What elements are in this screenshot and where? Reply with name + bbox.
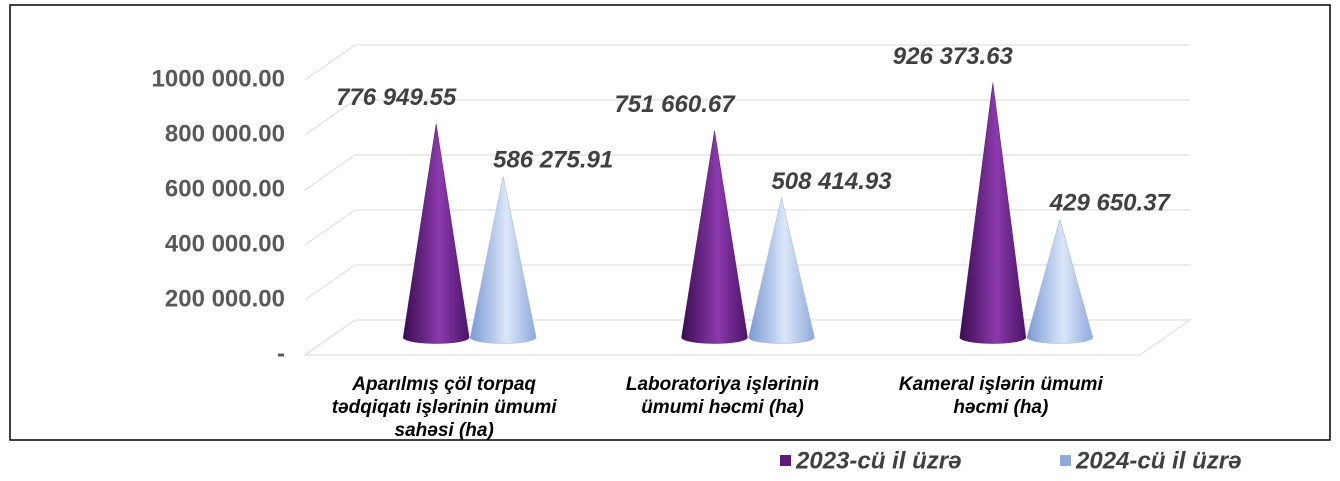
value-label: 926 373.63 — [893, 43, 1014, 70]
value-label: 429 650.37 — [1049, 190, 1172, 217]
cone — [748, 197, 815, 344]
value-label: 586 275.91 — [493, 147, 613, 174]
x-tick-label: Kameral işlərin ümumi həcmi (ha) — [898, 374, 1103, 418]
legend-label: 2024-cü il üzrə — [1075, 447, 1241, 474]
y-tick-label: 800 000.00 — [165, 120, 285, 147]
grid-line — [304, 44, 1190, 81]
grid-line — [304, 264, 1190, 301]
cone — [959, 82, 1027, 344]
legend-label: 2023-cü il üzrə — [795, 447, 961, 474]
value-label: 776 949.55 — [336, 84, 457, 111]
value-label: 751 660.67 — [614, 91, 736, 118]
frame — [9, 4, 1331, 441]
x-tick-label: Laboratoriya işlərinin ümumi həcmi (ha) — [625, 374, 820, 418]
y-tick-label: 400 000.00 — [165, 230, 285, 257]
legend-swatch — [780, 455, 791, 466]
y-tick-label: - — [277, 340, 285, 367]
grid-line — [304, 99, 1190, 136]
cone — [402, 123, 470, 344]
y-tick-label: 600 000.00 — [165, 175, 285, 202]
x-tick-label: Aparılmış çöl torpaq tədqiqatı işlərinin… — [331, 374, 557, 441]
legend-swatch — [1060, 455, 1071, 466]
grid-line — [304, 209, 1190, 246]
cone — [1026, 218, 1094, 344]
grid-line — [304, 154, 1190, 191]
y-tick-label: 1000 000.00 — [152, 65, 285, 92]
grid-line — [304, 319, 1190, 356]
cone — [681, 130, 748, 344]
value-label: 508 414.93 — [771, 168, 892, 195]
y-tick-label: 200 000.00 — [165, 285, 285, 312]
cone — [469, 176, 537, 344]
